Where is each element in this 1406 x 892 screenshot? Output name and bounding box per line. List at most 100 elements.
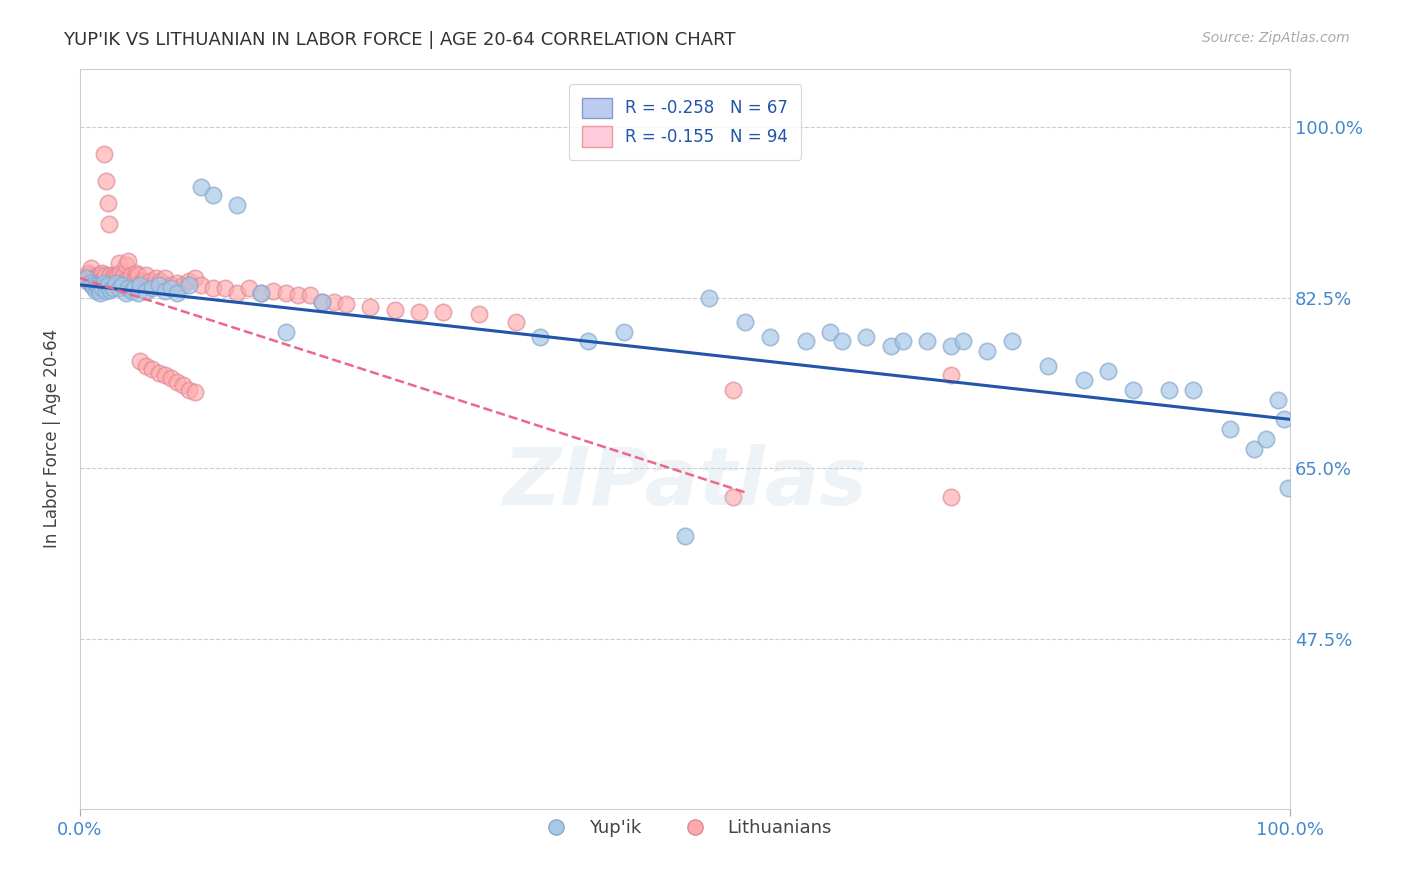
Point <box>77 266 100 280</box>
Point <box>87 274 110 288</box>
Point <box>86 271 108 285</box>
Point <box>111 271 134 285</box>
Point <box>80 277 103 292</box>
Point <box>89 277 111 292</box>
Point <box>148 277 170 292</box>
Point <box>818 325 841 339</box>
Point <box>110 274 132 288</box>
Point <box>96 284 118 298</box>
Point <box>831 334 853 349</box>
Point <box>80 261 103 276</box>
Point <box>1157 383 1180 397</box>
Point <box>1243 442 1265 456</box>
Point <box>1277 481 1299 495</box>
Point <box>177 274 200 288</box>
Point <box>135 284 157 298</box>
Point <box>90 281 112 295</box>
Point <box>576 334 599 349</box>
Point <box>127 285 149 300</box>
Point <box>103 268 125 282</box>
Point <box>915 334 938 349</box>
Point <box>976 344 998 359</box>
Point <box>82 271 104 285</box>
Point <box>122 274 145 288</box>
Point <box>91 277 114 292</box>
Point <box>529 329 551 343</box>
Point <box>941 491 963 505</box>
Point <box>941 339 963 353</box>
Point <box>891 334 914 349</box>
Point <box>1254 432 1277 446</box>
Point <box>1272 412 1295 426</box>
Point <box>166 285 188 300</box>
Point <box>129 277 152 292</box>
Point <box>172 277 194 292</box>
Point <box>274 325 297 339</box>
Point <box>117 254 139 268</box>
Point <box>673 529 696 543</box>
Point <box>613 325 636 339</box>
Point <box>105 268 128 282</box>
Legend: Yup'ik, Lithuanians: Yup'ik, Lithuanians <box>531 812 839 845</box>
Point <box>190 180 212 194</box>
Point <box>89 285 111 300</box>
Point <box>115 285 138 300</box>
Point <box>89 274 111 288</box>
Point <box>86 276 108 290</box>
Point <box>93 276 115 290</box>
Point <box>111 277 134 292</box>
Point <box>107 281 129 295</box>
Point <box>115 258 138 272</box>
Point <box>323 295 346 310</box>
Point <box>159 281 181 295</box>
Point <box>83 277 105 292</box>
Point <box>120 268 142 282</box>
Point <box>114 274 136 288</box>
Point <box>108 266 131 280</box>
Point <box>94 268 117 282</box>
Point <box>112 268 135 282</box>
Point <box>335 297 357 311</box>
Point <box>90 274 112 288</box>
Point <box>1073 373 1095 387</box>
Point <box>124 281 146 295</box>
Point <box>84 274 107 288</box>
Point <box>214 281 236 295</box>
Point <box>153 368 176 383</box>
Point <box>80 272 103 286</box>
Point <box>697 291 720 305</box>
Point <box>263 284 285 298</box>
Point <box>83 276 105 290</box>
Text: ZIPatlas: ZIPatlas <box>502 444 868 522</box>
Point <box>238 281 260 295</box>
Point <box>384 303 406 318</box>
Point <box>90 266 112 280</box>
Point <box>287 287 309 301</box>
Point <box>952 334 974 349</box>
Point <box>166 376 188 390</box>
Y-axis label: In Labor Force | Age 20-64: In Labor Force | Age 20-64 <box>44 329 60 549</box>
Point <box>117 281 139 295</box>
Point <box>184 271 207 285</box>
Point <box>201 281 224 295</box>
Point <box>149 274 172 288</box>
Point <box>1122 383 1144 397</box>
Point <box>76 274 98 288</box>
Point <box>101 271 124 285</box>
Point <box>132 274 155 288</box>
Point <box>734 315 756 329</box>
Point <box>97 196 120 211</box>
Point <box>758 329 780 343</box>
Point <box>121 284 143 298</box>
Point <box>226 198 249 212</box>
Point <box>184 385 207 400</box>
Point <box>250 285 273 300</box>
Point <box>359 300 381 314</box>
Point <box>145 271 167 285</box>
Point <box>408 305 430 319</box>
Point <box>153 271 176 285</box>
Point <box>794 334 817 349</box>
Point <box>80 277 103 292</box>
Point <box>87 268 110 282</box>
Point <box>135 268 157 282</box>
